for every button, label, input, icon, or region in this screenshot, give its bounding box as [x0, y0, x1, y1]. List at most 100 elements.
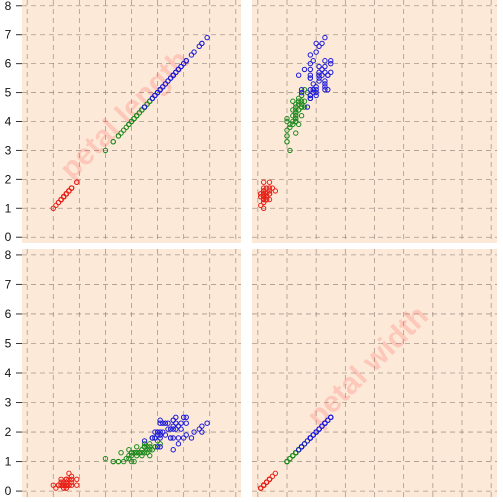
data-point: [295, 72, 302, 78]
data-point: [154, 438, 161, 444]
data-point: [301, 441, 308, 447]
data-point: [162, 420, 169, 426]
data-point: [152, 429, 158, 435]
data-point: [260, 191, 267, 197]
data-point: [272, 470, 279, 477]
data-point: [307, 86, 314, 93]
data-point: [196, 426, 202, 432]
y-tick-label: 2: [5, 425, 12, 439]
data-point: [307, 52, 314, 58]
data-point: [134, 450, 140, 456]
y-tick-label: 6: [5, 307, 12, 321]
data-point: [284, 458, 290, 465]
data-point: [170, 447, 176, 453]
data-point: [258, 194, 264, 200]
data-point: [298, 104, 305, 110]
data-point: [66, 476, 72, 482]
data-point: [173, 420, 179, 426]
data-point: [319, 423, 325, 429]
data-point: [313, 429, 319, 435]
data-point: [319, 72, 325, 78]
data-point: [149, 95, 156, 102]
y-tick-label: 1: [5, 455, 12, 469]
data-point: [157, 444, 163, 450]
data-point: [260, 188, 267, 194]
data-point: [284, 127, 290, 133]
data-point: [290, 113, 296, 119]
data-point: [316, 78, 322, 84]
data-point: [141, 441, 148, 447]
data-point: [313, 40, 319, 47]
data-point: [295, 98, 302, 104]
data-point: [173, 69, 179, 76]
data-point: [298, 89, 305, 96]
data-point: [284, 118, 290, 125]
data-point: [266, 185, 273, 191]
data-point: [295, 101, 302, 107]
data-point: [175, 435, 182, 441]
data-point: [307, 66, 314, 73]
data-point: [58, 479, 64, 485]
data-point: [322, 34, 328, 41]
data-point: [316, 63, 322, 70]
data-point: [295, 121, 302, 128]
data-point: [173, 414, 179, 420]
data-point: [167, 435, 174, 441]
data-point: [58, 476, 64, 482]
data-point: [298, 113, 305, 119]
data-point: [199, 429, 205, 435]
data-point: [310, 86, 316, 93]
y-tick-label: 3: [5, 396, 12, 410]
data-point: [322, 58, 328, 64]
data-point: [120, 458, 127, 465]
y-tick-label: 2: [5, 172, 12, 186]
data-point: [144, 444, 150, 450]
data-point: [301, 98, 308, 104]
y-tick-label: 3: [5, 143, 12, 157]
data-point: [68, 482, 75, 488]
data-point: [136, 110, 143, 116]
data-point: [290, 107, 296, 113]
data-point: [328, 60, 334, 67]
data-point: [204, 34, 210, 41]
data-point: [61, 479, 67, 485]
data-point: [175, 423, 182, 429]
data-point: [157, 441, 163, 447]
data-point: [136, 450, 143, 456]
data-point: [298, 98, 305, 104]
data-point: [316, 43, 322, 49]
data-point: [183, 432, 189, 438]
data-point: [147, 447, 153, 453]
data-point: [290, 98, 296, 104]
data-point: [110, 458, 116, 465]
data-point: [115, 458, 122, 465]
data-point: [322, 86, 328, 93]
data-point: [157, 86, 163, 93]
data-point: [260, 196, 267, 203]
data-point: [284, 133, 290, 139]
data-point: [165, 78, 171, 84]
data-point: [50, 482, 56, 488]
data-point: [157, 417, 163, 423]
data-point: [293, 101, 299, 107]
data-point: [293, 450, 299, 456]
data-point: [301, 86, 308, 93]
data-point: [307, 60, 314, 67]
y-tick-label: 5: [5, 86, 12, 100]
data-point: [178, 426, 184, 432]
data-point: [74, 482, 80, 488]
data-point: [191, 49, 197, 55]
data-point: [180, 414, 187, 420]
data-point: [180, 435, 187, 441]
data-point: [134, 452, 140, 459]
data-point: [316, 69, 322, 76]
data-point: [63, 482, 70, 488]
data-point: [307, 435, 314, 441]
y-tick-label: 7: [5, 277, 12, 291]
data-point: [260, 179, 267, 185]
data-point: [63, 479, 70, 485]
data-point: [154, 429, 161, 435]
data-point: [325, 417, 331, 423]
data-point: [131, 458, 137, 465]
data-point: [272, 188, 279, 194]
